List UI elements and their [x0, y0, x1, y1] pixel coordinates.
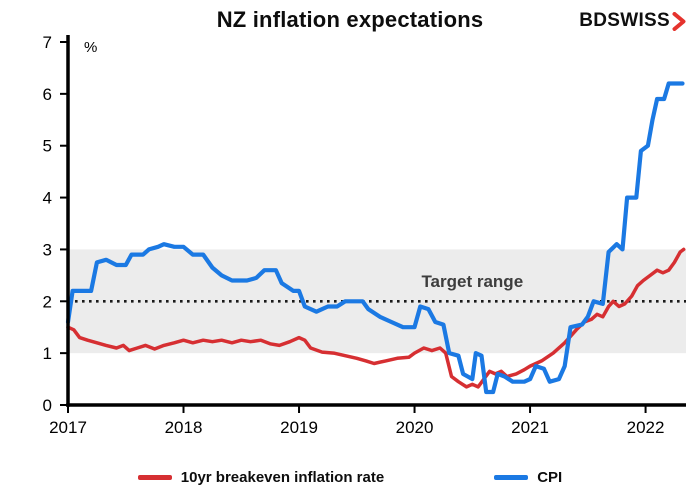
- legend-item-cpi: CPI: [494, 469, 562, 486]
- legend-label-breakeven: 10yr breakeven inflation rate: [180, 469, 385, 486]
- svg-text:7: 7: [43, 33, 52, 52]
- svg-text:1: 1: [43, 344, 52, 363]
- svg-text:2022: 2022: [627, 418, 665, 437]
- svg-text:2020: 2020: [396, 418, 434, 437]
- plot-area: Target range 0 1 2 3 4 5 6 7 2017 2018 2019 2020 2021…: [43, 33, 686, 437]
- bdswiss-logo: BDSWISS: [579, 10, 686, 32]
- svg-text:Target range: Target range: [421, 272, 523, 291]
- legend-line-swatch-blue: [494, 475, 529, 480]
- legend-label-cpi: CPI: [537, 469, 563, 486]
- legend-line-swatch-red: [137, 475, 172, 480]
- svg-text:%: %: [84, 39, 97, 56]
- svg-text:2017: 2017: [49, 418, 87, 437]
- svg-text:5: 5: [43, 137, 52, 156]
- legend-item-breakeven: 10yr breakeven inflation rate: [137, 469, 385, 486]
- svg-text:3: 3: [43, 240, 52, 259]
- bdswiss-logo-text: BDSWISS: [579, 10, 670, 31]
- svg-text:6: 6: [43, 85, 52, 104]
- svg-text:0: 0: [43, 396, 52, 415]
- svg-text:2018: 2018: [165, 418, 203, 437]
- svg-text:4: 4: [43, 189, 52, 208]
- svg-text:2021: 2021: [511, 418, 549, 437]
- chart-title: NZ inflation expectations: [216, 7, 484, 32]
- svg-text:2: 2: [43, 292, 52, 311]
- svg-text:2019: 2019: [280, 418, 318, 437]
- chart-legend: 10yr breakeven inflation rate CPI: [0, 469, 700, 486]
- logo-arrow-icon: [672, 11, 686, 31]
